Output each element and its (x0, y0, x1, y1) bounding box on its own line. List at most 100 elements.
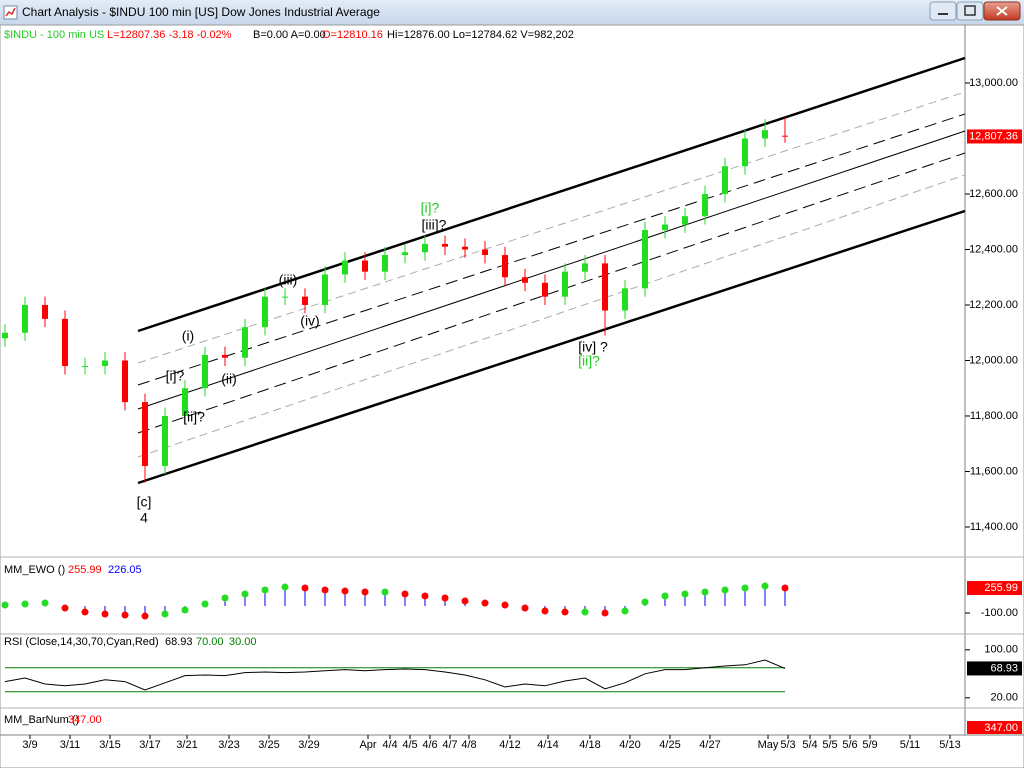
candle-body (422, 243, 428, 253)
x-tick-label: 3/17 (139, 739, 160, 751)
wave-label: [ii]? (578, 353, 600, 369)
x-tick-label: May (758, 739, 779, 751)
wave-label: [iv] ? (578, 339, 608, 355)
candle-body (362, 260, 368, 272)
indicator-dot (161, 610, 169, 618)
indicator-dot (701, 588, 709, 596)
legend-level: 70.00 (196, 636, 224, 648)
x-tick-label: 4/5 (402, 739, 417, 751)
x-tick-label: 3/23 (218, 739, 239, 751)
indicator-dot (1, 601, 9, 609)
indicator-dot (521, 604, 529, 612)
candle-body (22, 304, 28, 333)
indicator-dot (241, 590, 249, 598)
x-tick-label: 3/29 (298, 739, 319, 751)
candle-body (282, 296, 288, 298)
candle-body (502, 255, 508, 278)
candle-body (182, 388, 188, 416)
candle-body (722, 166, 728, 194)
indicator-dot (121, 611, 129, 619)
indicator-dot (81, 608, 89, 616)
indicator-dot (681, 590, 689, 598)
maximize-button[interactable] (956, 1, 984, 21)
header-field: L=12807.36 -3.18 -0.02% (107, 29, 232, 41)
x-tick-label: 4/25 (659, 739, 680, 751)
candle-body (382, 255, 388, 272)
indicator-dot (141, 612, 149, 620)
candle-body (262, 296, 268, 328)
y-tick-label: 11,600.00 (970, 465, 1018, 477)
legend-level: 30.00 (229, 636, 257, 648)
indicator-dot (781, 584, 789, 592)
indicator-dot (21, 600, 29, 608)
last-value-box (967, 129, 1022, 144)
channel-lines (137, 56, 966, 485)
indicator-dot (361, 588, 369, 596)
indicator-dot (741, 584, 749, 592)
close-icon (996, 6, 1008, 16)
wave-label: [i]? (421, 200, 440, 216)
indicator-dot (721, 586, 729, 594)
y-tick-label: 12,600.00 (969, 188, 1018, 200)
wave-label: [iii]? (422, 217, 447, 233)
panel-title: MM_EWO () (4, 564, 65, 576)
x-tick-label: 3/15 (99, 739, 120, 751)
chart-area (0, 24, 1024, 769)
y-tick-label: 20.00 (990, 692, 1018, 704)
channel-upper (137, 56, 966, 333)
x-tick-label: 5/3 (780, 739, 795, 751)
channel-median (137, 130, 966, 410)
minimize-button[interactable] (929, 1, 957, 21)
last-value-box (967, 721, 1022, 734)
y-tick-label: 11,800.00 (970, 410, 1018, 422)
wave-label: (iii) (279, 272, 298, 288)
indicator-dot (321, 586, 329, 594)
channel-lower (137, 209, 966, 485)
candle-body (322, 274, 328, 305)
candle-body (42, 304, 48, 319)
indicator-dot (641, 598, 649, 606)
last-value-box (967, 581, 1022, 596)
candle-body (62, 318, 68, 367)
candle-body (602, 263, 608, 311)
y-tick-label: 13,000.00 (969, 77, 1018, 89)
candle-body (82, 366, 88, 368)
candle-body (442, 243, 448, 247)
indicator-dot (61, 604, 69, 612)
y-tick-label: 12,200.00 (969, 299, 1018, 311)
candle-body (462, 246, 468, 250)
candle-body (222, 354, 228, 358)
legend-value: 347.00 (68, 714, 102, 726)
window-title: Chart Analysis - $INDU 100 min [US] Dow … (22, 5, 380, 19)
maximize-icon (964, 5, 976, 16)
x-tick-label: 4/6 (422, 739, 437, 751)
indicator-dot (341, 587, 349, 595)
channel-dash-light (137, 91, 966, 364)
indicator-dot (381, 588, 389, 596)
y-tick-label: 11,400.00 (970, 521, 1018, 533)
x-tick-label: 4/8 (461, 739, 476, 751)
candle-body (782, 135, 788, 137)
x-tick-label: 4/4 (382, 739, 397, 751)
indicator-dot (501, 601, 509, 609)
x-tick-label: Apr (359, 739, 376, 751)
candle-body (302, 296, 308, 305)
wave-label: (ii) (221, 371, 237, 387)
last-value-box (967, 661, 1022, 676)
candle-body (242, 327, 248, 358)
candle-body (562, 271, 568, 297)
legend-value: 255.99 (68, 564, 102, 576)
header-field: Hi=12876.00 Lo=12784.62 V=982,202 (387, 29, 574, 41)
candle-body (622, 288, 628, 311)
x-tick-label: 3/11 (60, 739, 81, 751)
indicator-dot (181, 606, 189, 614)
x-tick-label: 3/25 (258, 739, 279, 751)
indicator-dot (201, 600, 209, 608)
wave-label: (iv) (300, 313, 319, 329)
indicator-dot (281, 583, 289, 591)
candle-body (482, 249, 488, 256)
candle-body (202, 354, 208, 389)
panel-title: RSI (Close,14,30,70,Cyan,Red) (4, 636, 159, 648)
wave-label: [ii]? (183, 409, 205, 425)
